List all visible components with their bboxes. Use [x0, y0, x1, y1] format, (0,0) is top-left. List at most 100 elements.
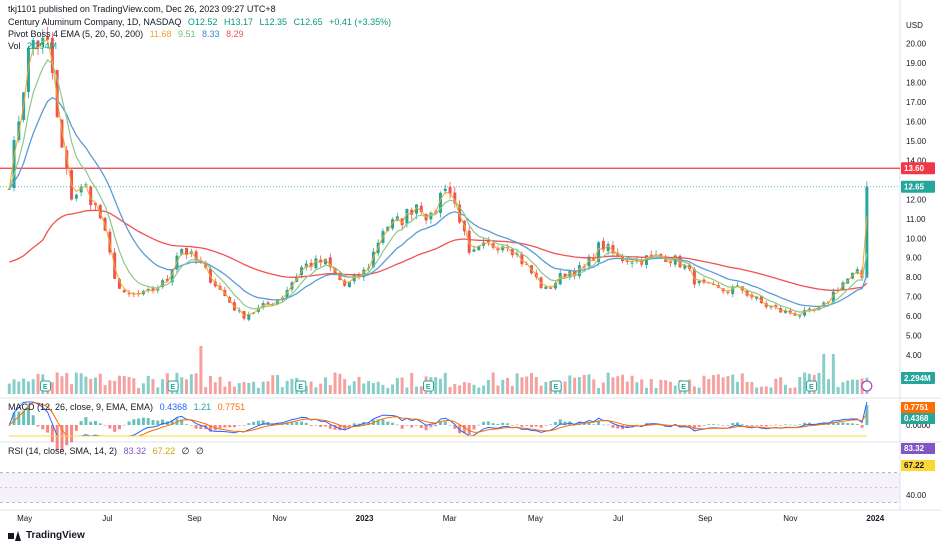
volume-bar [127, 376, 131, 394]
macd-histogram-bar [688, 425, 692, 427]
volume-bar [7, 383, 11, 394]
volume-bar [94, 377, 97, 394]
volume-bar [827, 379, 831, 394]
candle-body [323, 258, 327, 265]
macd-histogram-bar [716, 424, 720, 426]
macd-histogram-bar [597, 420, 601, 425]
volume-bar [276, 374, 280, 394]
volume-bar [376, 381, 380, 394]
volume-bar [817, 372, 821, 394]
candle-body [731, 287, 735, 294]
macd-histogram-bar [343, 425, 347, 430]
volume-bar [304, 386, 308, 394]
volume-bar [165, 373, 169, 394]
candle-body [606, 243, 610, 252]
rsi-ma-tag-bg [901, 460, 935, 471]
macd-histogram-bar [261, 420, 265, 425]
volume-bar [611, 377, 615, 394]
volume-bar [750, 382, 754, 394]
legend-macd-hist: 1.21 [193, 402, 212, 412]
volume-bar [65, 373, 69, 394]
volume-bar [668, 381, 672, 394]
legend-ema20: 9.51 [177, 29, 196, 39]
legend-rsi-ma: 67.22 [152, 446, 176, 456]
macd-histogram-bar [683, 425, 687, 426]
macd-histogram-bar [314, 424, 318, 426]
volume-bar [764, 386, 768, 394]
candle-body [55, 70, 59, 118]
candle-body [98, 204, 102, 219]
volume-bar [621, 374, 625, 394]
legend-symbol-row: Century Aluminum Company, 1D, NASDAQ O12… [8, 16, 391, 28]
candle-body [865, 186, 869, 278]
volume-bar [122, 376, 126, 394]
volume-bar [189, 374, 193, 394]
macd-signal-tag-bg [901, 402, 935, 413]
candle-body [165, 278, 169, 282]
macd-histogram-bar [84, 417, 88, 425]
macd-histogram-bar [419, 425, 423, 428]
volume-bar [419, 386, 423, 394]
rsi-value-tag: 83.32 [904, 444, 925, 453]
macd-histogram-bar [7, 425, 11, 426]
candle-body [803, 310, 807, 316]
macd-histogram-bar [31, 415, 35, 425]
volume-bar [89, 378, 93, 394]
candle-body [362, 269, 366, 278]
volume-bar [137, 387, 141, 394]
candle-body [467, 230, 471, 253]
volume-bar [232, 386, 236, 394]
macd-histogram-bar [726, 424, 730, 426]
legend-vol-name: Vol [8, 41, 21, 51]
price-tick-label: 15.00 [906, 137, 927, 146]
volume-bar [664, 380, 668, 394]
candle-body [783, 310, 787, 313]
macd-histogram-bar [851, 423, 854, 425]
legend-rsi-na2: ∅ [196, 446, 204, 456]
earnings-marker-icon [806, 380, 818, 392]
macd-histogram-bar [295, 421, 299, 425]
macd-histogram-bar [769, 425, 773, 426]
volume-bar [788, 387, 792, 394]
candle-body [477, 246, 481, 251]
legend-rsi-row: RSI (14, close, SMA, 14, 2) 83.32 67.22 … [8, 445, 204, 457]
candle-body [515, 253, 519, 255]
macd-histogram-bar [185, 424, 189, 425]
macd-histogram-bar [429, 425, 433, 428]
candle-body [304, 263, 308, 268]
volume-bar [702, 375, 706, 394]
macd-histogram-bar [137, 418, 141, 425]
macd-histogram-bar [338, 425, 342, 431]
volume-bar [506, 377, 510, 394]
candle-body [400, 218, 404, 226]
volume-bar [338, 373, 342, 394]
volume-bar [223, 386, 227, 394]
price-tick-label: 8.00 [906, 273, 922, 282]
candle-body [12, 139, 16, 188]
volume-bar [783, 384, 787, 394]
last-price-tag-bg [901, 180, 935, 193]
volume-bar [496, 385, 500, 394]
macd-histogram-bar [434, 425, 438, 427]
volume-bar [319, 383, 323, 394]
candle-body [592, 257, 596, 261]
volume-bar [774, 378, 778, 394]
legend-rsi-val: 83.32 [123, 446, 147, 456]
volume-bar [79, 373, 83, 394]
macd-histogram-bar [89, 421, 93, 425]
macd-signal-line [8, 402, 868, 437]
macd-histogram-bar [300, 421, 304, 425]
volume-bar [467, 382, 471, 394]
ema5-line [8, 39, 868, 317]
candle-body [769, 306, 773, 308]
macd-histogram-bar [65, 425, 69, 446]
macd-histogram-bar [242, 425, 246, 426]
volume-bar [486, 379, 490, 394]
candle-body [328, 257, 332, 268]
candle-body [688, 264, 692, 270]
macd-histogram-bar [721, 425, 725, 426]
earnings-marker-label: E [809, 384, 814, 391]
legend-vol-row: Vol 2.294M [8, 40, 57, 52]
last-price-tag: 12.65 [904, 183, 925, 192]
